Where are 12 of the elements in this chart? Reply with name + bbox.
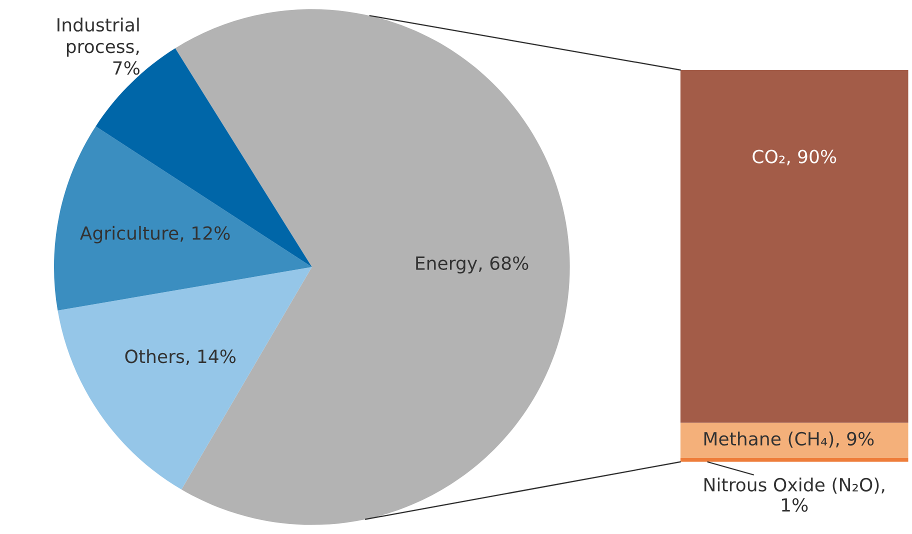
pie-slice <box>54 126 312 311</box>
slice-label: Industrial process, 7% <box>58 18 140 75</box>
data-label: 9% <box>847 432 874 446</box>
slice-label: Energy, 68% <box>416 256 528 274</box>
series-label: Nitrous Oxide (N₂O), <box>704 478 884 494</box>
data-label: 90% <box>798 150 836 164</box>
series-label: CO₂, <box>752 150 790 166</box>
series-label: Methane (CH₄), <box>704 432 839 448</box>
slice-label: Others, 14% <box>125 349 236 366</box>
pie-slice <box>58 267 312 490</box>
slice-label: Agriculture, 12% <box>80 226 230 244</box>
data-label: 1% <box>782 498 808 512</box>
